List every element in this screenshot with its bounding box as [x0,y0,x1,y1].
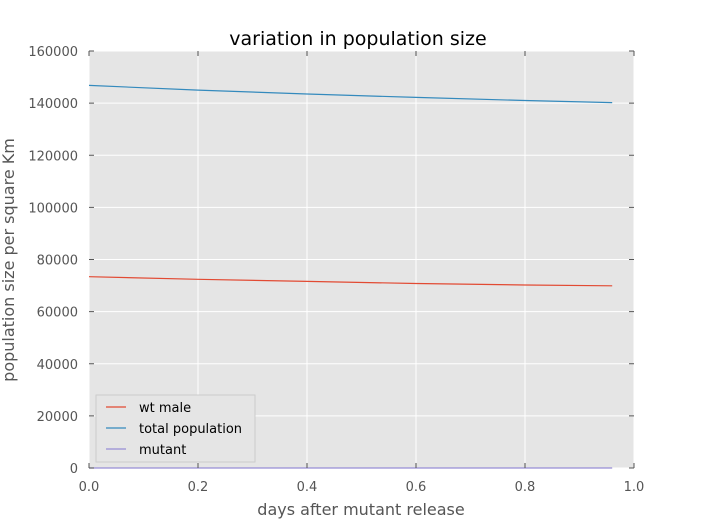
legend-label: wt male [139,401,191,416]
y-tick-label: 120000 [28,149,78,164]
series-line-wt-male [88,276,613,287]
axis-ticks: 0.0 0.2 0.4 0.6 0.8 1.0 0 20000 40000 60000 80000 1… [28,45,644,495]
y-tick-label: 20000 [37,410,78,425]
x-tick-label: 0.0 [79,480,100,495]
y-tick-label: 140000 [28,97,78,112]
x-tick-label: 0.6 [406,480,427,495]
legend-label: total population [139,422,242,437]
x-tick-label: 0.8 [515,480,536,495]
y-tick-label: 0 [70,462,78,477]
y-tick-label: 40000 [37,358,78,373]
x-tick-label: 0.4 [297,480,318,495]
legend-label: mutant [139,443,186,458]
y-tick-label: 160000 [28,45,78,60]
y-tick-label: 60000 [37,306,78,321]
y-tick-label: 80000 [37,254,78,269]
y-tick-label: 100000 [28,201,78,216]
x-tick-label: 0.2 [188,480,209,495]
series-line-total-population [88,84,613,104]
series-lines [88,84,613,469]
y-axis-title: population size per square Km [0,138,18,382]
chart-title: variation in population size [229,28,486,50]
x-axis-title: days after mutant release [257,500,464,519]
legend: wt male total population mutant [95,394,256,463]
x-tick-label: 1.0 [624,480,645,495]
